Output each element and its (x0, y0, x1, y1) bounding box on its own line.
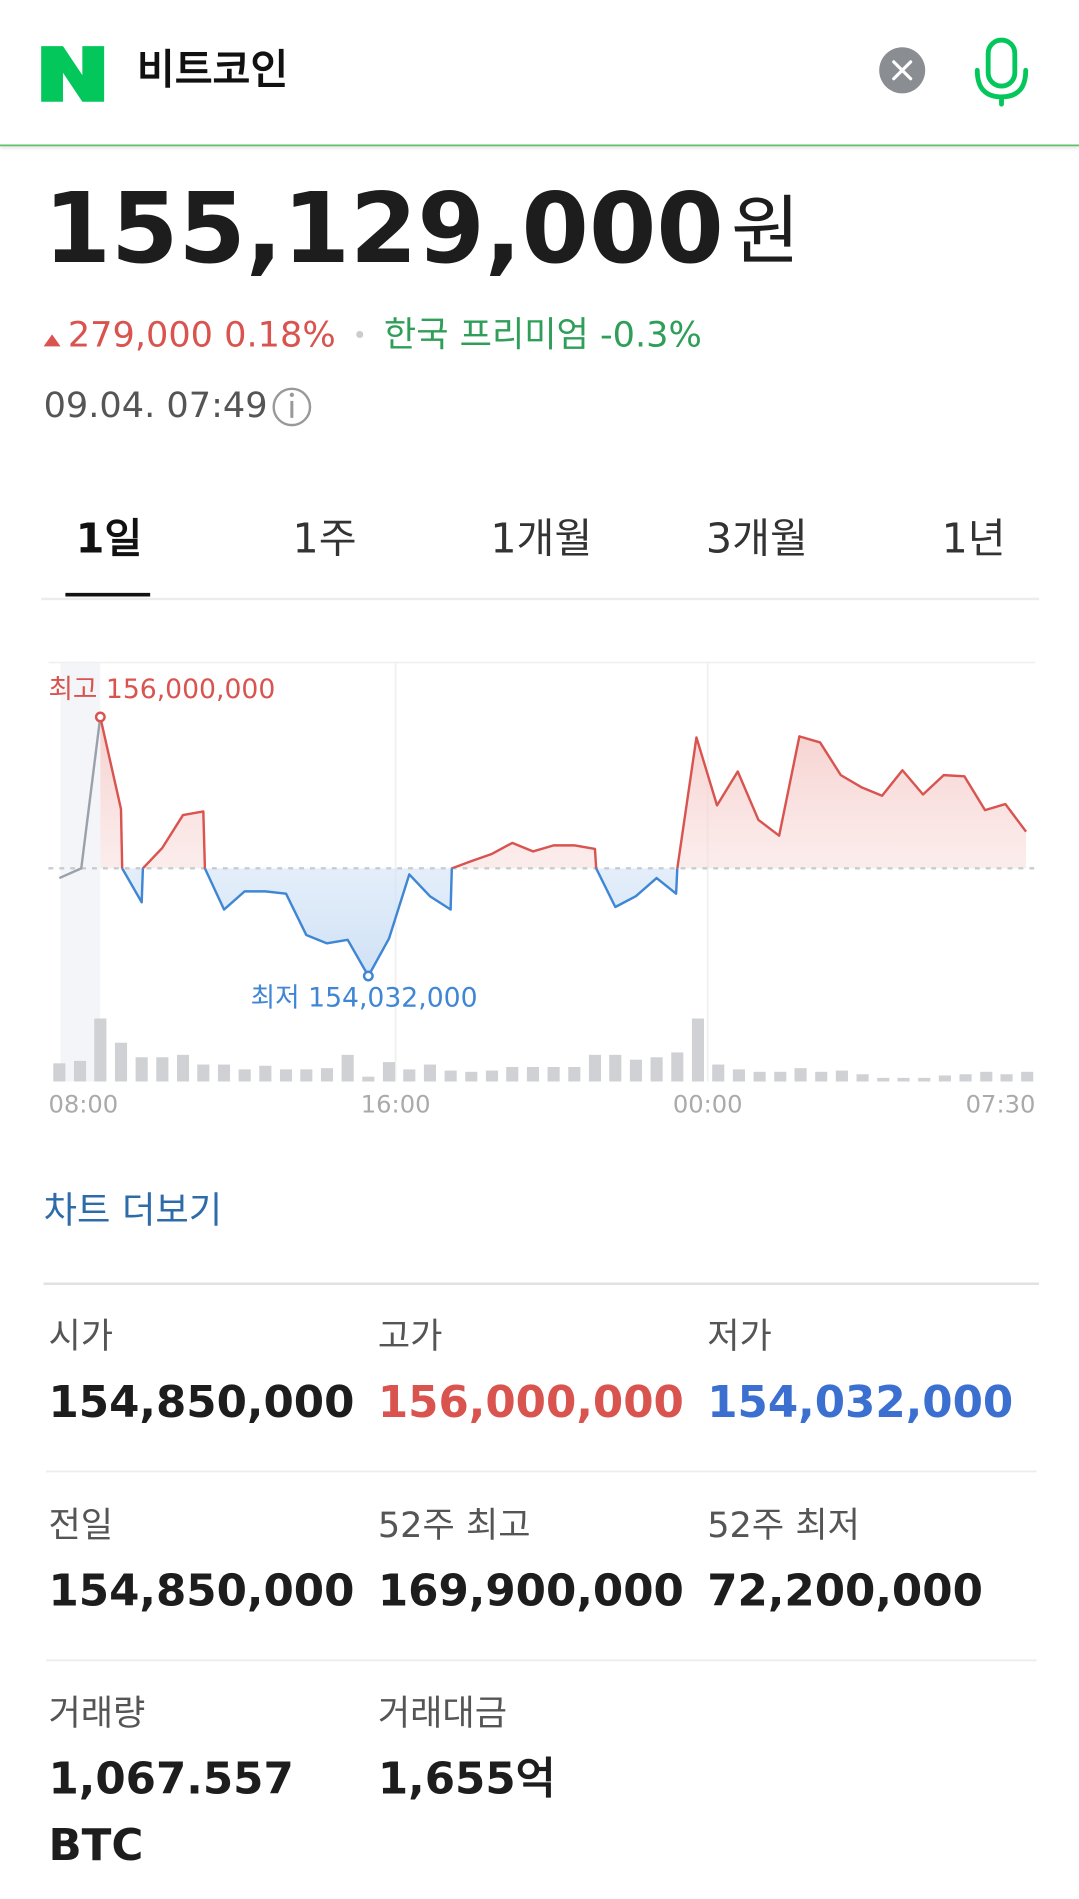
area-down (100, 868, 1027, 977)
price-unit: 원 (731, 187, 800, 275)
stat-value: 156,000,000 (378, 1378, 684, 1428)
stat-label: 52주 최고 (378, 1505, 531, 1546)
volume-bar (897, 1077, 910, 1082)
stat-value: 169,900,000 (378, 1567, 684, 1617)
stat-label: 고가 (378, 1316, 443, 1357)
volume-bar (959, 1074, 972, 1082)
tab[interactable]: 1년 (942, 514, 1006, 562)
previous-period-shade (60, 662, 101, 1082)
stat-label: 전일 (48, 1505, 113, 1546)
volume-bar (156, 1057, 169, 1082)
mic-button[interactable] (974, 37, 1029, 107)
volume-bar (444, 1070, 457, 1082)
volume-bar (588, 1054, 602, 1082)
volume-bar (526, 1066, 540, 1082)
volume-bar (691, 1018, 705, 1082)
x-tick-label: 07:30 (966, 1091, 1036, 1119)
volume-bar (176, 1054, 190, 1082)
volume-bar (485, 1070, 499, 1082)
clear-button[interactable] (879, 47, 926, 94)
volume-bar (403, 1069, 416, 1082)
volume-bar (114, 1042, 128, 1082)
premium[interactable]: 한국 프리미엄 -0.3% (384, 315, 702, 356)
volume-bar (671, 1052, 684, 1082)
low-marker (362, 970, 374, 982)
stat-value: 154,850,000 (48, 1378, 354, 1428)
high-annotation: 최고 156,000,000 (48, 674, 275, 705)
low-annotation: 최저 154,032,000 (251, 983, 478, 1014)
volume-bar (217, 1064, 231, 1082)
volume-bar (980, 1071, 993, 1082)
volume-bar (938, 1075, 951, 1082)
volume-bar (609, 1054, 622, 1082)
change: 279,000 0.18% (68, 315, 336, 356)
chart: 08:00 16:00 00:00 07:30 (48, 661, 1036, 1119)
volume-bar (650, 1057, 663, 1082)
tab[interactable]: 3개월 (706, 514, 808, 562)
stat-label: 52주 최저 (707, 1505, 860, 1546)
volume-bar (73, 1060, 87, 1082)
volume-bar (1021, 1071, 1034, 1082)
volume-bar (238, 1069, 251, 1082)
x-tick-label: 08:00 (48, 1091, 118, 1119)
volume-bar (568, 1066, 581, 1082)
stat-label: 저가 (707, 1316, 772, 1357)
volume-bar (362, 1076, 375, 1082)
more-chart-link[interactable]: 차트 더보기 (44, 1188, 223, 1231)
volume-bar (465, 1071, 478, 1082)
volume-bar (547, 1066, 560, 1082)
tab[interactable]: 1주 (293, 514, 357, 562)
volume-bar (877, 1077, 890, 1082)
stat-label: 거래량 (48, 1693, 145, 1734)
volume-bar (918, 1077, 931, 1082)
volume-bar (815, 1071, 828, 1082)
area-up (100, 717, 1027, 869)
volume-bar (629, 1059, 642, 1082)
volume-bar (423, 1064, 437, 1082)
volume-bar (259, 1065, 272, 1082)
volume-bar (320, 1068, 334, 1082)
volume-bar (197, 1064, 210, 1082)
search-query[interactable]: 비트코인 (137, 46, 288, 94)
volume-bar (279, 1069, 293, 1082)
stat-label: 거래대금 (378, 1693, 507, 1734)
volume-bar (712, 1064, 725, 1082)
volume-bar (732, 1069, 745, 1082)
change-line: 279,000 0.18% • 한국 프리미엄 -0.3% (68, 315, 702, 356)
volume-bar (774, 1071, 787, 1082)
up-arrow (43, 334, 61, 347)
tab[interactable]: 1일 (76, 514, 143, 562)
price-value: 155,129,000 (44, 173, 724, 286)
stat-value: 72,200,000 (707, 1567, 983, 1617)
tab[interactable]: 1개월 (490, 514, 592, 562)
x-tick-label: 16:00 (361, 1091, 431, 1119)
price: 155,129,000 원 (44, 173, 801, 286)
stat-unit: BTC (48, 1821, 143, 1871)
stat-value: 154,032,000 (707, 1378, 1013, 1428)
info-icon[interactable] (272, 387, 312, 427)
volume-bar (382, 1062, 396, 1082)
volume-bar (135, 1057, 148, 1082)
volume-bar (753, 1071, 766, 1082)
volume-bar (341, 1054, 354, 1082)
x-tick-label: 00:00 (673, 1091, 743, 1119)
volume-bar (1000, 1074, 1013, 1082)
volume-bar (300, 1069, 313, 1082)
volume-bar (53, 1063, 66, 1082)
stat-label: 시가 (48, 1316, 113, 1357)
volume-bar (835, 1070, 848, 1082)
volume-bar (506, 1066, 519, 1082)
volume-bar (856, 1074, 869, 1082)
timestamp: 09.04. 07:49 (44, 385, 268, 426)
high-marker (94, 711, 106, 723)
stat-value: 1,655억 (378, 1754, 556, 1804)
stat-value: 1,067.557 (48, 1754, 293, 1804)
separator: • (353, 322, 367, 350)
volume-bar (94, 1018, 107, 1082)
volume-bar (794, 1068, 807, 1082)
logo[interactable] (41, 46, 105, 102)
line-up (100, 715, 1028, 869)
stat-value: 154,850,000 (48, 1567, 354, 1617)
